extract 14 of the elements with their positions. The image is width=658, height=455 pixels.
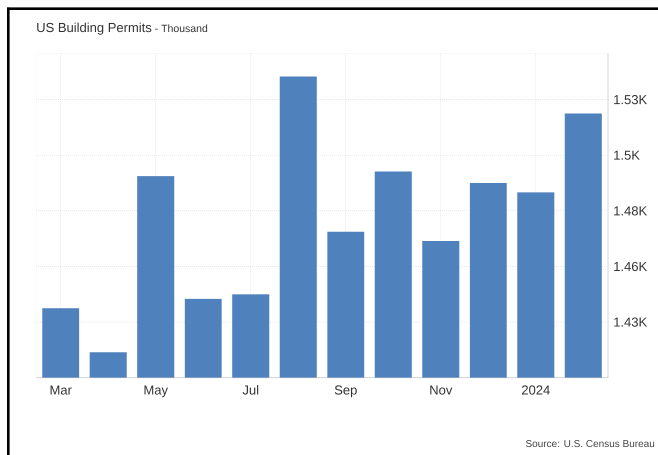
y-tick-label: 1.53K [614,95,648,104]
x-tick-label: Sep [334,385,357,398]
source-note: Source: U.S. Census Bureau [526,440,654,448]
chart-title: US Building Permits [37,22,152,35]
x-tick-label: 2024 [522,385,550,395]
x-tick-label: Jul [242,385,258,395]
chart-subtitle: - Thousand [155,24,208,32]
x-tick-label: Nov [430,386,452,395]
x-tick-label: May [144,386,168,398]
y-tick-label: 1.5K [614,150,640,160]
y-tick-label: 1.43K [614,317,648,327]
y-tick-label: 1.48K [614,206,648,216]
y-tick-label: 1.46K [614,262,648,272]
x-tick-label: Mar [50,386,72,395]
